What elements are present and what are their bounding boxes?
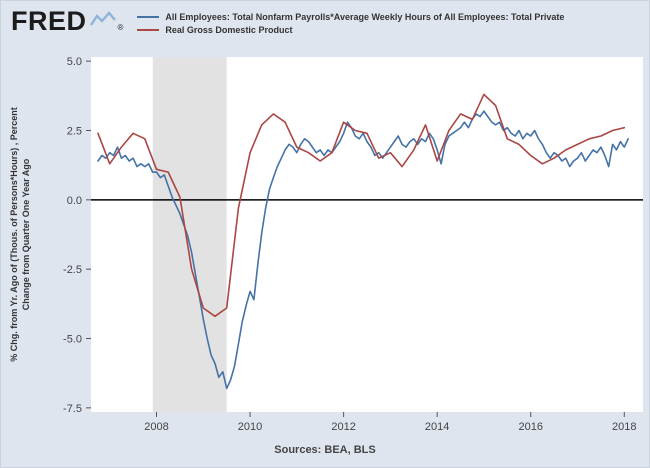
y-tick-label: -7.5	[63, 403, 82, 415]
x-tick-label: 2012	[331, 421, 355, 433]
x-tick-label: 2018	[612, 421, 636, 433]
legend-item-real-gdp[interactable]: Real Gross Domestic Product	[137, 25, 564, 35]
legend-label: Real Gross Domestic Product	[165, 25, 293, 35]
legend-item-payrolls-hours[interactable]: All Employees: Total Nonfarm Payrolls*Av…	[137, 12, 564, 22]
sources-label: Sources: BEA, BLS	[274, 444, 376, 456]
legend-line-swatch-red	[137, 29, 160, 31]
fred-logo-sparkline-icon	[89, 11, 116, 26]
y-tick-label: 2.5	[67, 125, 82, 137]
x-tick-label: 2016	[518, 421, 542, 433]
y-tick-label: -2.5	[63, 264, 82, 276]
chart-area: 5.0 2.5 0.0 -2.5 -5.0 -7.5 2008 2010 2012 2014 201…	[1, 49, 650, 441]
registered-mark-icon: ®	[117, 23, 124, 32]
recession-band	[152, 57, 227, 412]
y-axis-label: Change from Quarter One Year Ago	[21, 158, 31, 310]
x-tick-label: 2008	[144, 421, 168, 433]
line-chart[interactable]: 5.0 2.5 0.0 -2.5 -5.0 -7.5 2008 2010 2012 2014 201…	[1, 49, 650, 441]
fred-logo[interactable]: FRED ®	[11, 6, 124, 36]
y-tick-label: 5.0	[67, 56, 82, 68]
y-tick-label: 0.0	[67, 195, 82, 207]
y-tick-label: -5.0	[63, 334, 82, 346]
chart-header: FRED ® All Employees: Total Nonfarm Payr…	[1, 1, 649, 49]
x-tick-label: 2010	[238, 421, 262, 433]
series-line-real-gdp[interactable]	[97, 93, 626, 318]
fred-logo-text: FRED	[11, 6, 87, 36]
chart-legend: All Employees: Total Nonfarm Payrolls*Av…	[137, 8, 564, 35]
x-tick-label: 2014	[425, 421, 449, 433]
legend-label: All Employees: Total Nonfarm Payrolls*Av…	[165, 12, 565, 22]
legend-line-swatch-blue	[137, 16, 160, 18]
y-axis-label: % Chg. from Yr. Ago of (Thous. of Person…	[9, 107, 19, 362]
